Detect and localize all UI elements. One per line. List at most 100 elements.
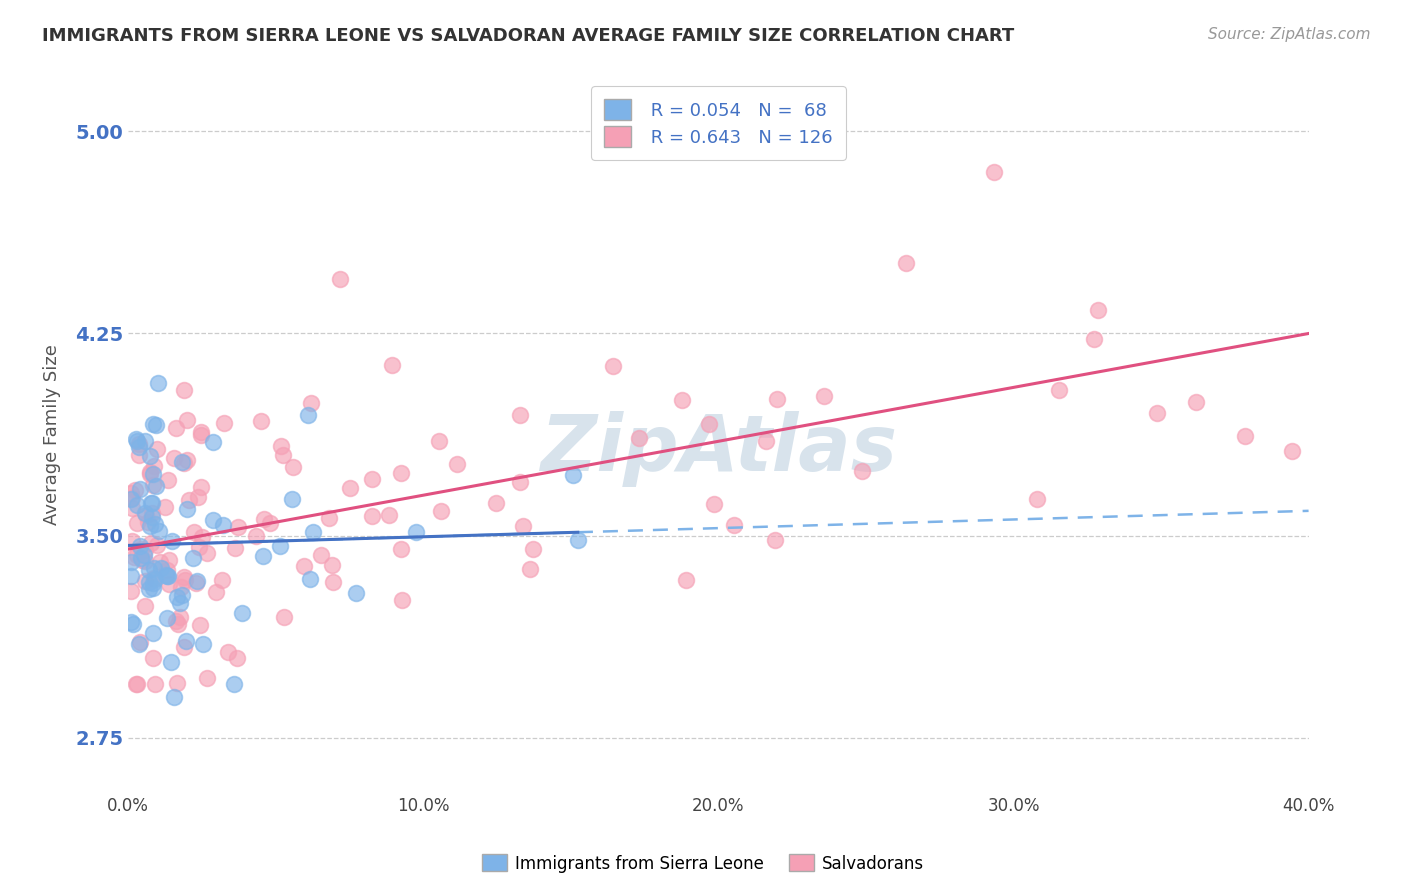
Point [146,538,169,552]
Point [361,473,384,487]
Point [299,396,322,410]
Point [174,634,197,648]
Point [156,474,179,488]
Point [983,165,1005,179]
Point [197,671,219,685]
Point [129,539,152,553]
Point [187,490,209,504]
Point [128,482,150,496]
Point [1146,406,1168,420]
Point [218,645,240,659]
Point [1185,394,1208,409]
Point [156,568,179,582]
Point [191,530,214,544]
Point [173,574,195,588]
Point [149,561,172,575]
Point [212,416,235,430]
Point [121,491,143,505]
Point [193,637,215,651]
Point [163,690,186,704]
Point [127,548,149,562]
Point [148,376,170,390]
Point [173,384,195,398]
Point [202,435,225,450]
Point [703,497,725,511]
Point [318,511,340,525]
Point [723,517,745,532]
Point [128,637,150,651]
Point [139,449,162,463]
Point [309,548,332,562]
Point [763,533,786,547]
Point [430,504,453,518]
Point [142,626,165,640]
Point [134,543,156,558]
Point [675,573,697,587]
Point [281,492,304,507]
Point [156,563,179,577]
Point [156,611,179,625]
Point [120,492,142,507]
Point [143,677,166,691]
Point [177,492,200,507]
Point [1234,429,1257,443]
Point [1281,443,1303,458]
Point [181,550,204,565]
Point [202,512,225,526]
Point [894,256,917,270]
Point [145,418,167,433]
Point [183,524,205,539]
Point [125,434,148,448]
Point [120,569,142,583]
Point [283,460,305,475]
Point [509,408,531,422]
Point [671,392,693,407]
Point [329,272,352,286]
Point [124,483,146,497]
Point [148,524,170,538]
Point [125,677,148,691]
Point [142,571,165,585]
Point [142,458,165,473]
Point [512,519,534,533]
Point [157,568,180,582]
Point [142,575,165,590]
Point [344,586,367,600]
Point [378,508,401,523]
Point [165,614,187,628]
Point [176,413,198,427]
Point [562,468,585,483]
Point [519,562,541,576]
Point [143,561,166,575]
Point [129,634,152,648]
Text: IMMIGRANTS FROM SIERRA LEONE VS SALVADORAN AVERAGE FAMILY SIZE CORRELATION CHART: IMMIGRANTS FROM SIERRA LEONE VS SALVADOR… [42,27,1015,45]
Point [361,509,384,524]
Point [128,437,150,451]
Point [142,478,165,492]
Point [138,574,160,589]
Y-axis label: Average Family Size: Average Family Size [44,344,60,525]
Point [159,655,181,669]
Point [250,414,273,428]
Point [135,508,157,523]
Point [122,617,145,632]
Point [170,580,193,594]
Point [389,466,412,480]
Point [141,506,163,520]
Point [226,650,249,665]
Legend: Immigrants from Sierra Leone, Salvadorans: Immigrants from Sierra Leone, Salvadoran… [475,847,931,880]
Point [270,439,292,453]
Point [127,677,149,691]
Point [224,541,246,555]
Point [231,607,253,621]
Point [391,593,413,607]
Point [138,516,160,530]
Point [212,518,235,533]
Point [160,533,183,548]
Point [120,615,142,629]
Point [322,574,344,589]
Point [142,467,165,481]
Point [121,533,143,548]
Point [224,677,246,691]
Point [146,442,169,457]
